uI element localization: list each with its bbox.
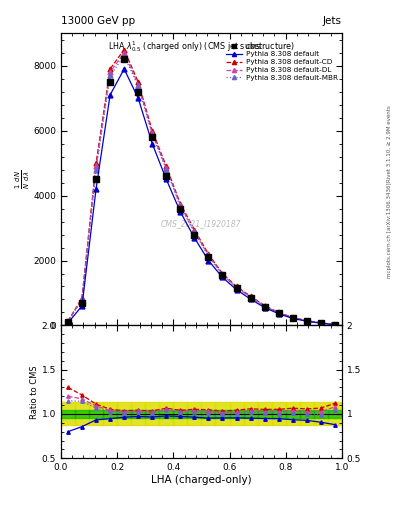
Y-axis label: $\frac{1}{N}\,\frac{dN}{d\lambda}$: $\frac{1}{N}\,\frac{dN}{d\lambda}$ — [13, 169, 32, 189]
Legend: CMS, Pythia 8.308 default, Pythia 8.308 default-CD, Pythia 8.308 default-DL, Pyt: CMS, Pythia 8.308 default, Pythia 8.308 … — [223, 40, 340, 84]
Y-axis label: Ratio to CMS: Ratio to CMS — [30, 365, 39, 419]
Text: Jets: Jets — [323, 15, 342, 26]
Text: Rivet 3.1.10, ≥ 2.9M events: Rivet 3.1.10, ≥ 2.9M events — [387, 105, 392, 182]
Text: mcplots.cern.ch [arXiv:1306.3436]: mcplots.cern.ch [arXiv:1306.3436] — [387, 183, 392, 278]
Text: CMS_2021_I1920187: CMS_2021_I1920187 — [161, 219, 242, 228]
Text: 13000 GeV pp: 13000 GeV pp — [61, 15, 135, 26]
Text: LHA $\lambda^{1}_{0.5}$ (charged only) (CMS jet substructure): LHA $\lambda^{1}_{0.5}$ (charged only) (… — [108, 39, 295, 54]
X-axis label: LHA (charged-only): LHA (charged-only) — [151, 475, 252, 485]
